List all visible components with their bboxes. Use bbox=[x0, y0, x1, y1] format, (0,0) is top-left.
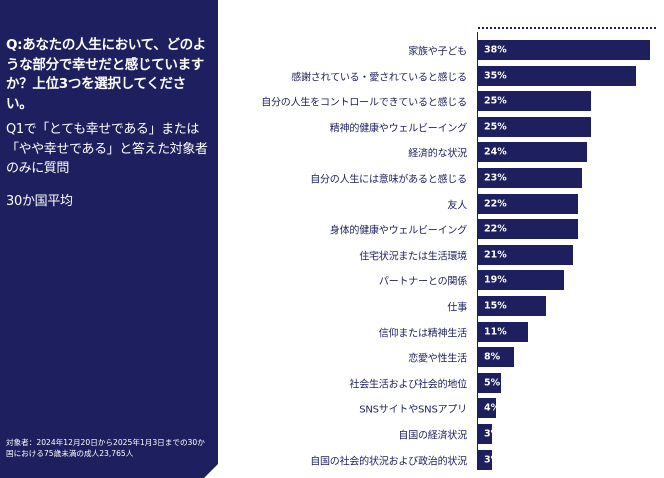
bar-value-label: 8% bbox=[484, 351, 501, 363]
category-label: 自分の人生をコントロールできていると感じる bbox=[261, 97, 467, 109]
category-label: 恋愛や性生活 bbox=[408, 353, 467, 365]
category-label: 自国の経済状況 bbox=[398, 430, 467, 442]
bar bbox=[478, 168, 583, 188]
category-label: 家族や子ども bbox=[408, 46, 467, 58]
bar bbox=[478, 219, 578, 240]
question-text: Q:あなたの人生において、どのような部分で幸せだと感じていますか？上位3つを選択… bbox=[6, 37, 206, 112]
bar bbox=[478, 424, 492, 444]
bar bbox=[478, 398, 497, 419]
bar bbox=[478, 347, 515, 368]
bar-value-label: 25% bbox=[484, 95, 507, 107]
bar bbox=[478, 270, 564, 291]
bar bbox=[478, 65, 637, 86]
category-label: 仕事 bbox=[447, 302, 467, 314]
bar bbox=[478, 193, 578, 214]
bar bbox=[478, 91, 592, 112]
bar-value-label: 35% bbox=[484, 70, 507, 82]
bar bbox=[478, 321, 528, 342]
bar-value-label: 23% bbox=[484, 172, 507, 184]
bar-value-label: 24% bbox=[484, 146, 507, 158]
bar-value-label: 3% bbox=[484, 428, 501, 440]
bar bbox=[478, 372, 501, 393]
chart-top-dotted-line bbox=[478, 27, 656, 29]
bar bbox=[478, 449, 492, 470]
bar bbox=[478, 40, 650, 60]
bar-value-label: 21% bbox=[484, 249, 507, 261]
category-label: 感謝されている・愛されていると感じる bbox=[291, 72, 467, 84]
question-panel: Q:あなたの人生において、どのような部分で幸せだと感じていますか？上位3つを選択… bbox=[0, 0, 218, 478]
bar-value-label: 19% bbox=[484, 274, 507, 286]
category-label: 経済的な状況 bbox=[408, 148, 467, 160]
respondents-note: 対象者：2024年12月20日から2025年1月3日までの30か国における75歳… bbox=[6, 438, 205, 458]
bar-value-label: 3% bbox=[484, 454, 501, 466]
chart-axis-line bbox=[477, 32, 478, 470]
bar bbox=[478, 142, 587, 163]
average-label: 30か国平均 bbox=[6, 194, 73, 209]
category-label: 自分の人生には意味があると感じる bbox=[310, 174, 467, 186]
category-label: 身体的健康やウェルビーイング bbox=[329, 225, 467, 237]
bar-value-label: 22% bbox=[484, 223, 507, 235]
bar bbox=[478, 116, 592, 137]
panel-corner-cut bbox=[204, 464, 218, 478]
bar-value-label: 4% bbox=[484, 402, 501, 414]
bar-value-label: 25% bbox=[484, 121, 507, 133]
bar bbox=[478, 244, 574, 265]
bar bbox=[478, 296, 546, 316]
bar-value-label: 15% bbox=[484, 300, 507, 312]
question-condition: Q1で「とても幸せである」または「やや幸せである」と答えた対象者のみに質問 bbox=[6, 122, 208, 176]
category-label: 精神的健康やウェルビーイング bbox=[329, 123, 467, 135]
category-label: 社会生活および社会的地位 bbox=[349, 379, 467, 391]
bar-value-label: 11% bbox=[484, 326, 507, 338]
category-label: 信仰または精神生活 bbox=[378, 328, 467, 340]
bar-value-label: 5% bbox=[484, 377, 501, 389]
bar-value-label: 38% bbox=[484, 44, 507, 56]
bar-value-label: 22% bbox=[484, 198, 507, 210]
category-label: SNSサイトやSNSアプリ bbox=[359, 404, 467, 416]
category-label: 住宅状況または生活環境 bbox=[359, 251, 467, 263]
category-label: パートナーとの関係 bbox=[378, 276, 467, 288]
category-label: 友人 bbox=[447, 200, 467, 212]
category-label: 自国の社会的状況および政治的状況 bbox=[310, 456, 467, 468]
